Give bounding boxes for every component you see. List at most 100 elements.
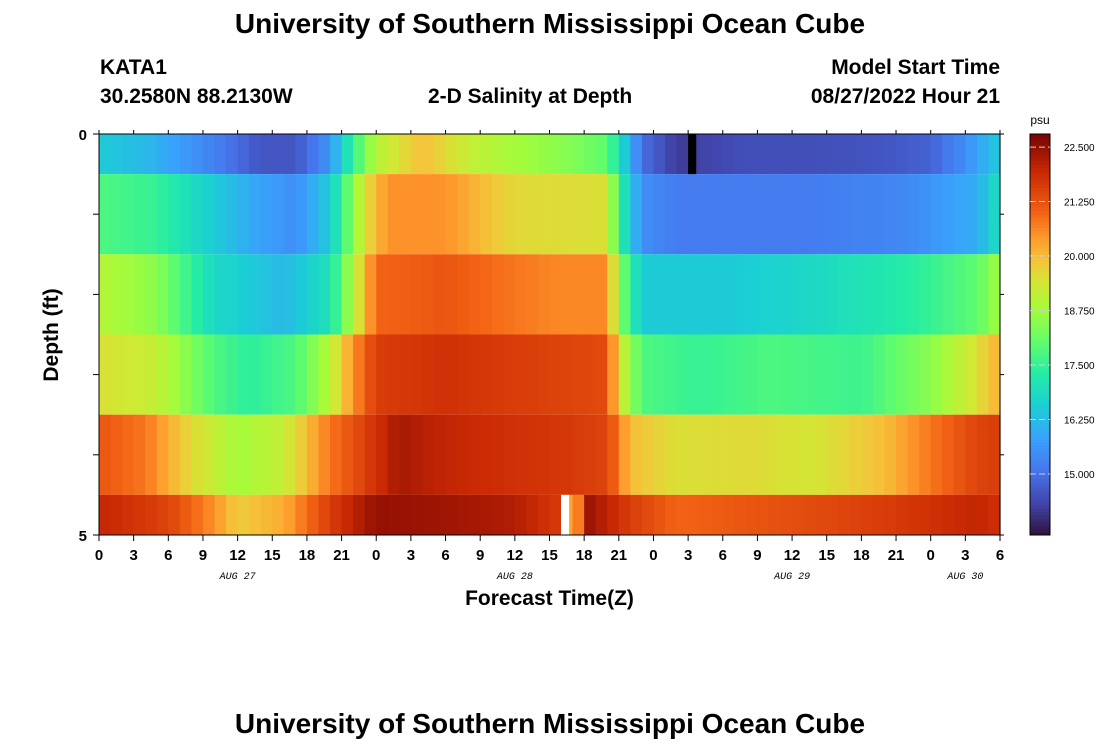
heatmap-cell [249,254,262,335]
heatmap-cell [468,134,481,175]
heatmap-cell [722,134,735,175]
heatmap-cell [699,414,712,495]
heatmap-cell [641,414,655,495]
heatmap-cell [595,494,608,535]
heatmap-cell [480,414,493,495]
y-axis-label: Depth (ft) [40,288,63,381]
heatmap-cell [745,254,759,335]
heatmap-cell [145,414,158,495]
heatmap-cell [699,254,712,335]
heatmap-cell [226,414,239,495]
colorbar-segment [1030,471,1050,476]
heatmap-cell [595,134,608,175]
heatmap-cell [433,254,447,335]
heatmap-cell [387,254,400,335]
heatmap-cell [584,494,597,535]
heatmap-cell [572,494,585,535]
colorbar-segment [1030,357,1050,362]
heatmap-cell [780,254,793,335]
heatmap-cell [364,414,377,495]
heatmap-cell [514,134,527,175]
heatmap-cell [330,254,343,335]
heatmap-cell [122,494,135,535]
heatmap-cell [826,134,839,175]
heatmap-cell [907,494,920,535]
heatmap-cell [976,174,990,255]
x-axis-label: Forecast Time(Z) [465,587,634,610]
heatmap-cell [226,334,239,415]
heatmap-cell [930,334,943,415]
colorbar-segment [1030,331,1050,335]
heatmap-cell [722,174,735,255]
heatmap-cell [260,254,273,335]
heatmap-cell [745,174,759,255]
heatmap-cell [711,134,724,175]
heatmap-cell [965,134,978,175]
heatmap-cell [330,174,343,255]
heatmap-cell [179,174,193,255]
heatmap-cell [965,494,978,535]
heatmap-cell [618,414,631,495]
heatmap-cell [953,414,966,495]
heatmap-cell [387,174,400,255]
heatmap-cell [214,494,227,535]
heatmap-cell [976,134,990,175]
heatmap-cell [457,334,470,415]
heatmap-cell [549,414,562,495]
heatmap-cell [318,174,331,255]
heatmap-cell [260,414,273,495]
heatmap-cell [872,134,886,175]
heatmap-cell [896,134,909,175]
heatmap-cell [410,254,424,335]
heatmap-cell [214,334,227,415]
heatmap-cell [364,254,377,335]
heatmap-cell [896,334,909,415]
heatmap-cell [630,174,643,255]
heatmap-cell [202,334,216,415]
heatmap-cell [283,254,296,335]
heatmap-cell [768,254,782,335]
heatmap-cell [491,174,504,255]
heatmap-cell [468,254,481,335]
heatmap-cell [618,174,631,255]
heatmap-cell [734,414,747,495]
heatmap-cell [988,254,1001,335]
heatmap-cell [399,334,412,415]
colorbar-segment [1030,187,1050,192]
heatmap-cell [503,254,516,335]
heatmap-cell [272,334,285,415]
heatmap-cell [630,254,643,335]
x-tick-label: 3 [407,547,415,564]
heatmap-cell [249,174,262,255]
heatmap-cell [306,174,320,255]
heatmap-cell [353,494,366,535]
colorbar-segment [1030,154,1050,158]
heatmap-cell [272,414,285,495]
heatmap-cell [353,334,366,415]
date-label: AUG 29 [773,572,810,583]
heatmap-cell [792,494,805,535]
x-tick-label: 3 [129,547,137,564]
heatmap-cell [283,494,296,535]
colorbar-segment [1030,311,1050,315]
x-tick-label: 6 [164,547,172,564]
heatmap-cell [641,334,655,415]
heatmap-cell [249,414,262,495]
heatmap-cell [595,174,608,255]
colorbar-segment [1030,307,1050,312]
heatmap-cell [491,414,504,495]
heatmap-cell [445,334,458,415]
y-tick-label: 5 [79,528,87,545]
colorbar-segment [1030,374,1050,379]
heatmap-cell [561,254,574,335]
x-tick-label: 3 [684,547,692,564]
heatmap-cell [110,134,123,175]
heatmap-cell [526,494,539,535]
heatmap-cell [699,494,712,535]
colorbar-segment [1030,428,1050,432]
colorbar-segment [1030,524,1050,529]
x-tick-label: 15 [818,547,835,564]
heatmap-cell [549,134,562,175]
heatmap-cell [930,134,943,175]
heatmap-cell [884,414,897,495]
